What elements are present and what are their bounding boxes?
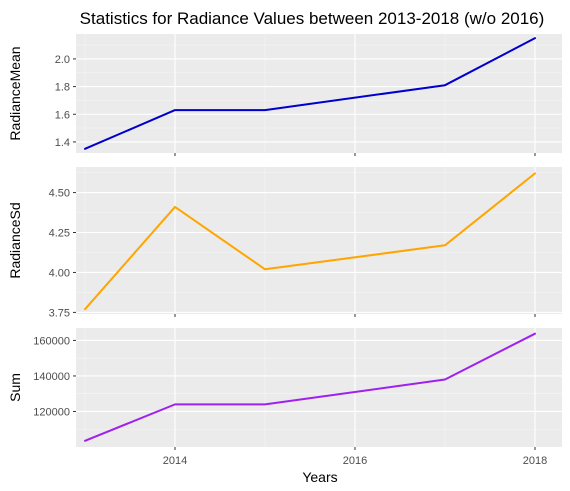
y-tick-label: 4.00 (49, 267, 70, 279)
series-line-radiance-mean (84, 37, 536, 150)
series-line-radiance-sd (84, 172, 536, 311)
series-line-sum (84, 332, 536, 442)
y-axis-title-radiance-sd: RadianceSd (7, 202, 23, 278)
y-tick-label: 120000 (33, 406, 70, 418)
y-tick-label: 1.4 (55, 137, 70, 149)
x-tick-label: 2018 (523, 455, 547, 467)
y-axis-title-radiance-mean: RadianceMean (7, 46, 23, 140)
y-tick-label: 1.6 (55, 109, 70, 121)
y-tick-label: 1.8 (55, 82, 70, 94)
y-tick-label: 3.75 (49, 307, 70, 319)
panel-background-sum (76, 328, 562, 447)
chart-title: Statistics for Radiance Values between 2… (80, 9, 545, 28)
y-tick-label: 140000 (33, 371, 70, 383)
x-tick-label: 2014 (163, 455, 187, 467)
y-tick-label: 4.25 (49, 228, 70, 240)
y-tick-label: 4.50 (49, 188, 70, 200)
panel-background-radiance-sd (76, 167, 562, 314)
y-tick-label: 2.0 (55, 54, 70, 66)
x-axis-title: Years (302, 469, 337, 485)
panel-background-radiance-mean (76, 34, 562, 153)
y-axis-title-sum: Sum (7, 373, 23, 402)
y-tick-label: 160000 (33, 335, 70, 347)
x-tick-label: 2016 (343, 455, 367, 467)
